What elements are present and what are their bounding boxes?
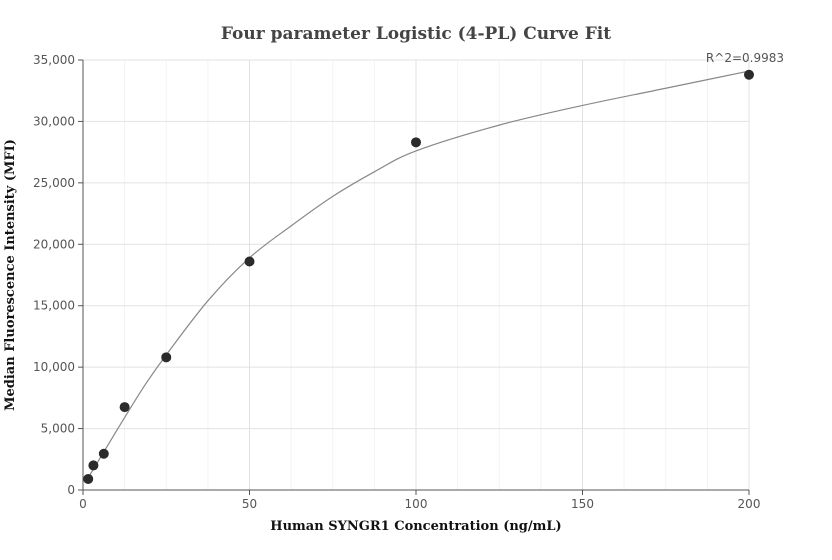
y-tick-label: 20,000: [33, 237, 75, 251]
data-point[interactable]: [244, 256, 255, 267]
y-tick-label: 25,000: [33, 176, 75, 190]
r-squared-annotation: R^2=0.9983: [706, 51, 784, 65]
grid: [83, 59, 750, 490]
data-point[interactable]: [744, 69, 754, 80]
y-tick-label: 30,000: [33, 114, 75, 128]
x-tick-label: 100: [405, 497, 428, 511]
x-axis-label: Human SYNGR1 Concentration (ng/mL): [270, 519, 561, 534]
fit-curve-line: [87, 70, 750, 479]
y-tick-label: 10,000: [33, 360, 75, 374]
x-axis-ticks: 0 50 100 150 200: [79, 490, 760, 511]
y-axis-label: Median Fluorescence Intensity (MFI): [3, 139, 18, 411]
y-tick-label: 15,000: [33, 299, 75, 313]
y-tick-label: 5,000: [41, 422, 75, 436]
x-tick-label: 0: [79, 497, 87, 511]
x-tick-label: 200: [738, 497, 761, 511]
data-point[interactable]: [411, 137, 421, 148]
chart-title: Four parameter Logistic (4-PL) Curve Fit: [221, 24, 611, 44]
y-axis-ticks: 0 5,000 10,000 15,000 20,000 25,000 30,000 35,0…: [33, 53, 83, 497]
data-point[interactable]: [119, 402, 130, 413]
x-tick-label: 150: [571, 497, 594, 511]
data-point[interactable]: [83, 473, 94, 484]
y-tick-label: 0: [67, 483, 75, 497]
data-point[interactable]: [98, 448, 109, 459]
y-tick-label: 35,000: [33, 53, 75, 67]
data-point[interactable]: [161, 352, 172, 363]
data-point[interactable]: [88, 460, 99, 471]
x-tick-label: 50: [242, 497, 257, 511]
data-points: [83, 69, 754, 484]
